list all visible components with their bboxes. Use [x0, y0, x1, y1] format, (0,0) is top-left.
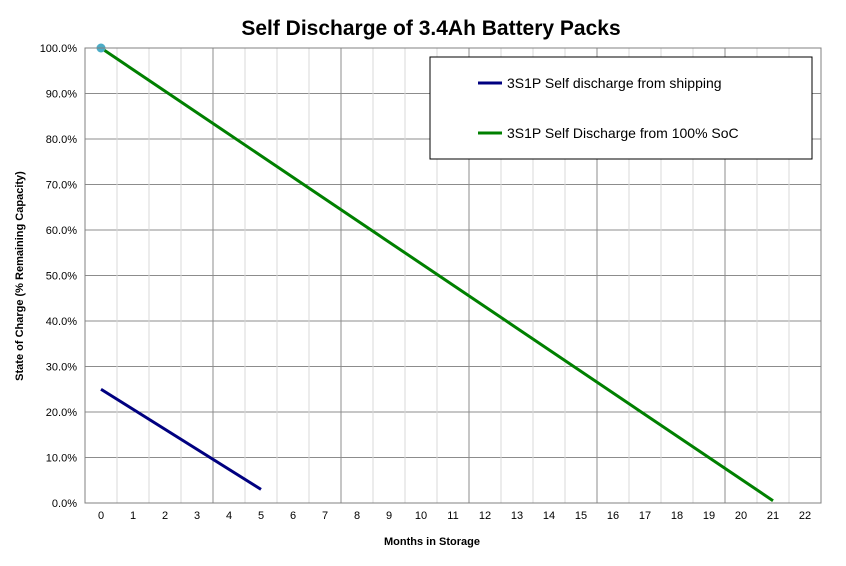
x-tick-label: 18 [671, 510, 683, 522]
x-tick-label: 6 [290, 510, 296, 522]
y-tick-labels: 0.0% 10.0% 20.0% 30.0% 40.0% 50.0% 60.0% 70.0% 8… [40, 43, 78, 510]
y-tick-label: 20.0% [46, 407, 77, 419]
x-tick-label: 0 [98, 510, 104, 522]
x-tick-label: 7 [322, 510, 328, 522]
y-tick-label: 60.0% [46, 225, 77, 237]
y-tick-label: 70.0% [46, 180, 77, 192]
legend: 3S1P Self discharge from shipping 3S1P S… [429, 56, 813, 160]
y-tick-label: 10.0% [46, 453, 77, 465]
x-tick-label: 22 [799, 510, 811, 522]
x-tick-label: 11 [447, 510, 458, 522]
x-tick-labels: 0 1 2 3 4 5 6 7 8 9 10 11 12 13 14 15 16 17 18 19 20 21 22 [98, 510, 811, 522]
y-axis-label: State of Charge (% Remaining Capacity) [14, 171, 26, 381]
x-tick-label: 8 [354, 510, 360, 522]
y-tick-label: 100.0% [40, 43, 78, 55]
legend-label-shipping: 3S1P Self discharge from shipping [507, 75, 722, 91]
y-tick-label: 80.0% [46, 134, 77, 146]
y-tick-label: 30.0% [46, 362, 77, 374]
y-tick-label: 50.0% [46, 271, 77, 283]
chart-title: Self Discharge of 3.4Ah Battery Packs [241, 17, 620, 40]
x-tick-label: 15 [575, 510, 587, 522]
y-tick-label: 90.0% [46, 89, 77, 101]
x-tick-label: 12 [479, 510, 491, 522]
x-tick-label: 3 [194, 510, 200, 522]
x-tick-label: 19 [703, 510, 715, 522]
x-tick-label: 20 [735, 510, 747, 522]
x-axis-label: Months in Storage [384, 536, 480, 548]
x-tick-label: 13 [511, 510, 523, 522]
x-tick-label: 21 [767, 510, 779, 522]
x-tick-label: 2 [162, 510, 168, 522]
x-tick-label: 4 [226, 510, 232, 522]
x-tick-label: 5 [258, 510, 264, 522]
legend-box [429, 56, 813, 160]
x-tick-label: 17 [639, 510, 651, 522]
x-tick-label: 9 [386, 510, 392, 522]
x-tick-label: 14 [543, 510, 555, 522]
y-tick-label: 0.0% [52, 498, 77, 510]
series-line-100soc [100, 46, 774, 502]
x-tick-label: 1 [130, 510, 136, 522]
legend-label-100soc: 3S1P Self Discharge from 100% SoC [507, 125, 739, 141]
series-group [96, 43, 774, 502]
series-line-shipping [100, 387, 262, 491]
y-tick-label: 40.0% [46, 316, 77, 328]
x-tick-label: 16 [607, 510, 619, 522]
plot-border [84, 47, 822, 504]
x-tick-label: 10 [415, 510, 427, 522]
